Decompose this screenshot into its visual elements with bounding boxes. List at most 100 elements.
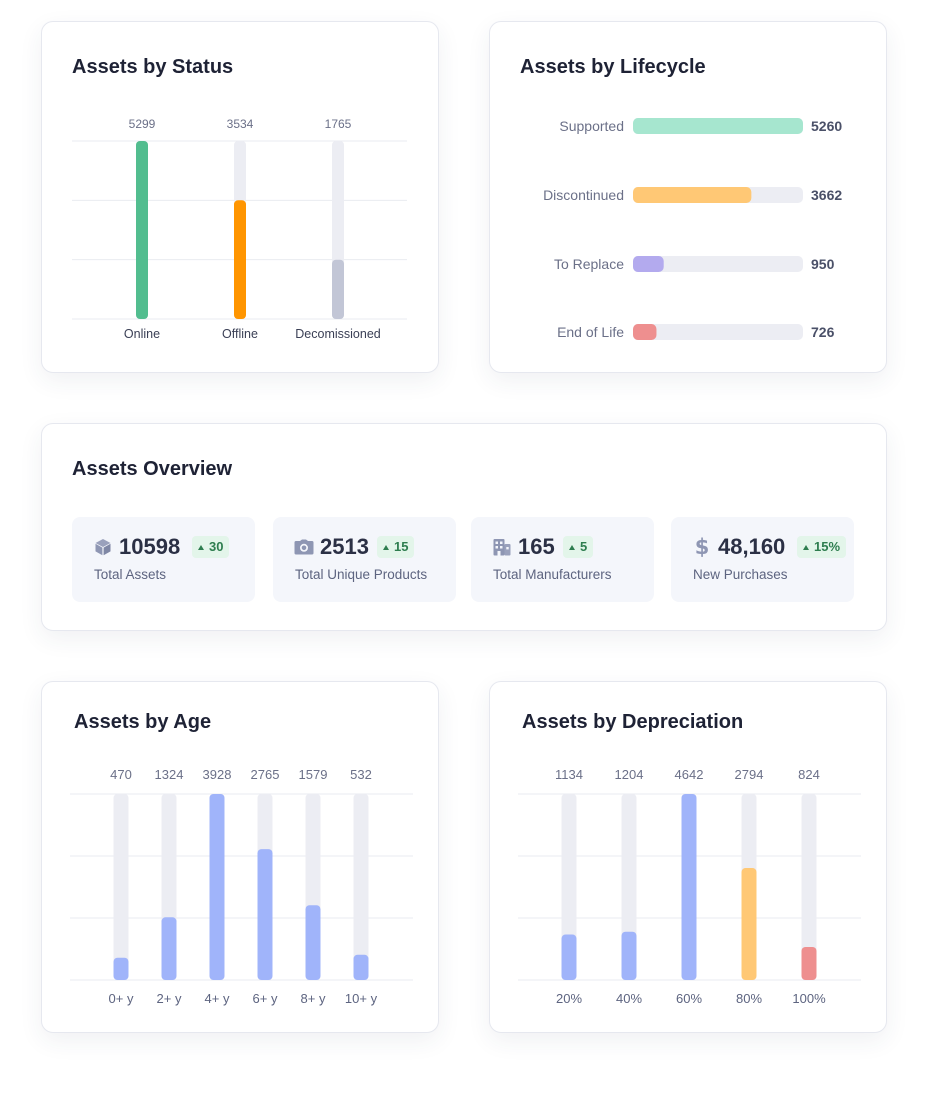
value-label: 532 [350,767,372,782]
status-card: Assets by Status 5299 Online 3534 Offline 17… [41,21,439,373]
bar [332,259,344,319]
value-label: 1204 [615,767,644,782]
overview-card: Assets Overview 10598 30 Total Assets 25… [41,423,887,631]
value-label: 3534 [227,117,254,131]
bar [633,256,664,272]
category-label: 100% [792,991,826,1006]
kpi-label: Total Manufacturers [493,567,612,582]
category-label: 10+ y [345,991,378,1006]
bar [305,905,321,980]
kpi-value: 2513 [320,534,369,559]
bar [257,849,273,980]
value-label: 1134 [555,767,583,782]
bar [741,868,757,980]
bar-track [633,324,803,340]
value-label: 4642 [675,767,704,782]
category-label: 40% [616,991,642,1006]
up-arrow-icon [803,544,809,550]
kpi-delta: 15 [394,539,409,554]
kpi-delta: 5 [580,539,588,554]
kpi-delta-badge: 15% [797,536,847,558]
overview-title: Assets Overview [72,458,233,480]
age-chart: 470 0+ y 1324 2+ y 3928 4+ y 2765 6+ y 1579 8+ y 5… [70,767,413,1006]
value-label: 1324 [155,767,184,782]
category-label: Online [124,327,160,341]
category-label: 60% [676,991,702,1006]
value-label: 2794 [735,767,764,782]
bar-track [561,794,577,980]
bar [633,118,803,134]
bar [353,954,369,980]
bar-track [801,794,817,980]
category-label: To Replace [554,256,624,272]
kpi-total-manufacturers[interactable]: 165 5 Total Manufacturers [471,517,654,602]
bar [234,200,246,319]
kpi-delta-badge: 5 [563,536,594,558]
kpi-total-assets[interactable]: 10598 30 Total Assets [72,517,255,602]
category-label: 4+ y [205,991,230,1006]
camera-icon [294,537,314,557]
building-icon [492,537,512,557]
bar [633,187,752,203]
kpi-delta-badge: 15 [377,536,415,558]
bar [633,324,657,340]
kpi-label: Total Unique Products [295,567,428,582]
value-label: 5299 [129,117,156,131]
bar [561,934,577,980]
lifecycle-chart: Supported 5260 Discontinued 3662 To Replace 9… [543,118,842,340]
depreciation-title: Assets by Depreciation [522,711,744,733]
lifecycle-card: Assets by Lifecycle Supported 5260 Discont… [489,21,887,373]
kpi-delta-badge: 30 [192,536,230,558]
value-label: 3928 [203,767,232,782]
depreciation-card: Assets by Depreciation 1134 20% 1204 40% 464… [489,681,887,1033]
kpi-value: 10598 [119,534,181,559]
kpi-value: 165 [518,534,555,559]
depreciation-chart: 1134 20% 1204 40% 4642 60% 2794 80% 824 100% [518,767,861,1006]
age-card: Assets by Age 470 0+ y 1324 2+ y 3928 4+ y 276… [41,681,439,1033]
age-title: Assets by Age [74,711,212,733]
category-label: Decomissioned [295,327,381,341]
category-label: Offline [222,327,258,341]
category-label: 8+ y [301,991,326,1006]
bar-track [113,794,129,980]
kpi-delta: 30 [209,539,224,554]
bar [681,794,697,980]
cube-icon [93,537,113,557]
bar [136,141,148,319]
lifecycle-title: Assets by Lifecycle [520,56,706,78]
value-label: 1765 [325,117,352,131]
bar [801,946,817,980]
bar [161,917,177,980]
value-label: 3662 [811,187,842,203]
kpi-delta: 15% [814,539,841,554]
up-arrow-icon [383,544,389,550]
status-title: Assets by Status [72,56,234,78]
bar-track [353,794,369,980]
kpi-new-purchases[interactable]: $ 48,160 15% New Purchases [671,517,854,602]
category-label: 0+ y [109,991,134,1006]
kpi-label: Total Assets [94,567,167,582]
value-label: 5260 [811,118,842,134]
bar [113,957,129,980]
bar [209,794,225,980]
category-label: Discontinued [543,187,624,203]
category-label: 2+ y [157,991,182,1006]
bar [621,931,637,980]
kpi-value: 48,160 [718,534,786,559]
value-label: 824 [798,767,820,782]
category-label: Supported [559,118,624,134]
category-label: End of Life [557,324,624,340]
kpi-total-unique-products[interactable]: 2513 15 Total Unique Products [273,517,456,602]
status-chart: 5299 Online 3534 Offline 1765 Decomissioned [72,117,407,341]
category-label: 20% [556,991,582,1006]
value-label: 2765 [251,767,280,782]
value-label: 726 [811,324,835,340]
value-label: 950 [811,256,835,272]
category-label: 80% [736,991,762,1006]
up-arrow-icon [198,544,204,550]
value-label: 470 [110,767,132,782]
value-label: 1579 [299,767,328,782]
up-arrow-icon [569,544,575,550]
dollar-icon: $ [694,535,710,559]
kpi-label: New Purchases [693,567,788,582]
